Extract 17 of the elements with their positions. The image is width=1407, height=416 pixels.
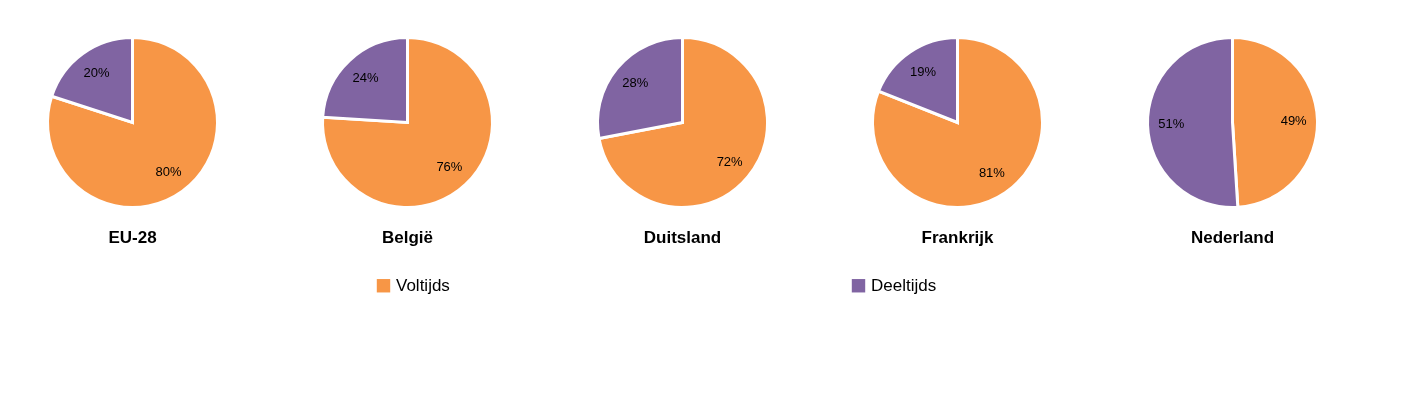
data-label: 81%	[978, 165, 1006, 181]
data-label: 24%	[352, 69, 380, 85]
data-label: 76%	[436, 159, 463, 175]
text: België	[381, 228, 434, 247]
text: Duitsland	[643, 228, 722, 247]
data-label: 72%	[716, 153, 744, 169]
data-label: 80%	[155, 164, 182, 180]
legend-label: Deeltijds	[871, 275, 937, 295]
text: Nederland	[1190, 228, 1275, 247]
text: Frankrijk	[921, 228, 994, 247]
text: EU-28	[108, 228, 157, 247]
data-label: 49%	[1280, 112, 1308, 128]
data-label: 28%	[622, 75, 649, 91]
data-label: 19%	[910, 63, 937, 79]
data-label: 20%	[83, 64, 110, 80]
legend-label: Voltijds	[396, 275, 450, 295]
data-label: 51%	[1158, 116, 1185, 132]
